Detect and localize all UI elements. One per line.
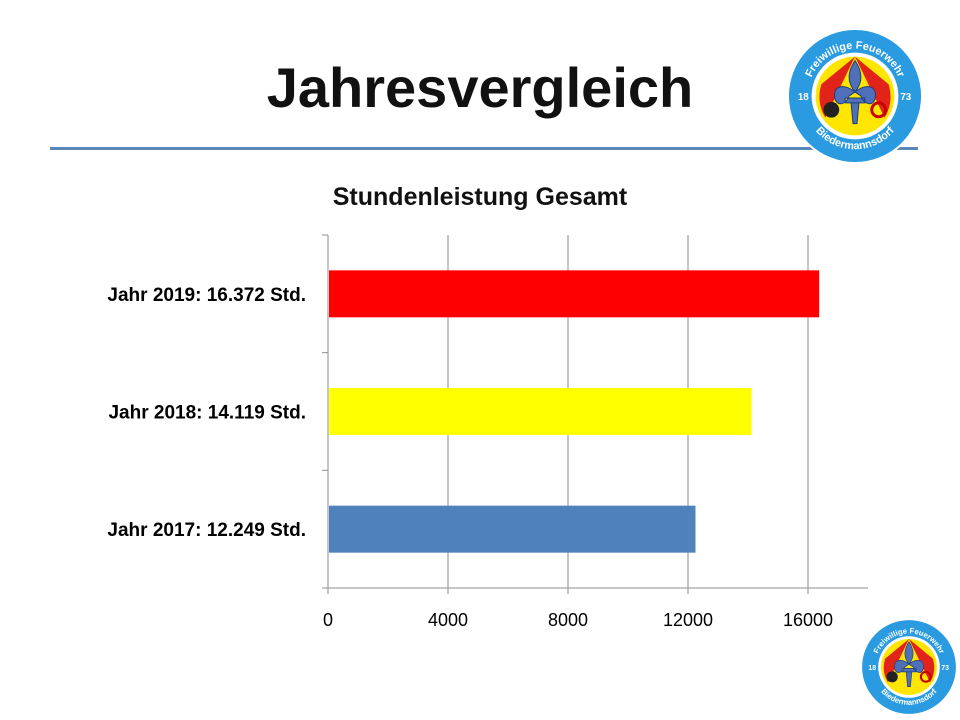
chart-title: Stundenleistung Gesamt [332,183,628,211]
logo-year-left: 18 [798,92,809,103]
hose-icon [870,101,888,119]
category-label: Jahr 2019: 16.372 Std. [107,285,306,306]
category-label: Jahr 2017: 12.249 Std. [107,520,306,541]
x-tick-label: 8000 [548,610,588,630]
helmet-icon [886,671,898,683]
logo-small-year-left: 18 [868,665,876,672]
x-tick-label: 0 [323,610,333,630]
bar [329,388,752,435]
fleur-de-lis-icon [834,59,876,125]
bar [329,505,696,553]
bar [329,270,820,318]
logo-small-year-right: 73 [941,665,949,672]
hose-icon [919,670,932,683]
x-tick-label: 16000 [783,610,833,630]
fire-brigade-logo-small: Freiwillige Feuerwehr Biedermannsdorf 18… [860,618,958,716]
helmet-icon [823,101,840,118]
slide-title: Jahresvergleich [266,56,694,119]
x-tick-label: 4000 [428,610,468,630]
logo-year-right: 73 [900,92,911,103]
fleur-de-lis-icon [894,641,924,687]
title-divider [50,147,918,150]
category-label: Jahr 2018: 14.119 Std. [108,403,306,424]
fire-brigade-logo: Freiwillige Feuerwehr Biedermannsdorf 18… [786,27,924,165]
x-tick-label: 12000 [663,610,713,630]
